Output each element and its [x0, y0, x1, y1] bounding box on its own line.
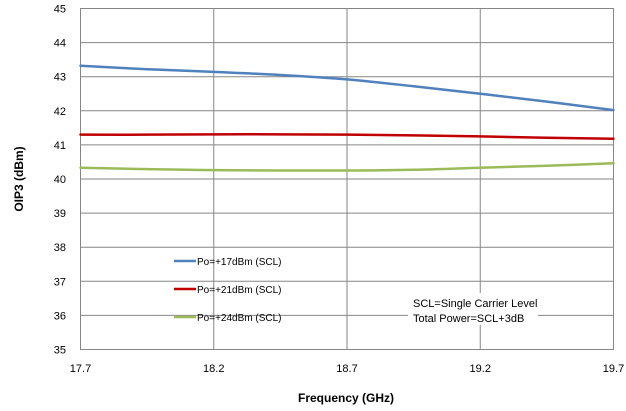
legend-label-po17: Po=+17dBm (SCL) — [197, 257, 282, 268]
y-tick-label: 44 — [54, 38, 66, 50]
y-axis-title: OIP3 (dBm) — [12, 146, 26, 211]
y-tick-label: 35 — [54, 345, 66, 357]
series-line-po24 — [79, 162, 615, 172]
x-axis-title: Frequency (GHz) — [298, 391, 394, 405]
x-tick-label: 18.2 — [203, 363, 224, 375]
y-tick-label: 36 — [54, 310, 66, 322]
x-axis-tick-labels: 17.7 18.2 18.7 19.2 19.7 — [70, 363, 624, 375]
y-tick-label: 45 — [54, 4, 66, 16]
y-tick-label: 40 — [54, 174, 66, 186]
annotation-line-2: Total Power=SCL+3dB — [413, 313, 524, 325]
y-tick-label: 37 — [54, 276, 66, 288]
plot-area-border — [80, 8, 614, 350]
y-tick-label: 41 — [54, 140, 66, 152]
y-tick-label: 43 — [54, 72, 66, 84]
legend-label-po24: Po=+24dBm (SCL) — [197, 313, 282, 324]
x-tick-label: 19.7 — [603, 363, 624, 375]
x-tick-label: 19.2 — [470, 363, 491, 375]
y-tick-label: 39 — [54, 208, 66, 220]
x-tick-label: 17.7 — [70, 363, 91, 375]
annotation-box: SCL=Single Carrier Level Total Power=SCL… — [408, 293, 538, 325]
y-tick-label: 38 — [54, 242, 66, 254]
annotation-background — [408, 293, 538, 325]
series-line-po21 — [79, 133, 615, 141]
series-lines — [79, 64, 615, 172]
series-line-po17 — [79, 64, 615, 112]
y-axis-tick-labels: 35 36 37 38 39 40 41 42 43 44 45 — [54, 4, 66, 357]
x-tick-label: 18.7 — [336, 363, 357, 375]
annotation-line-1: SCL=Single Carrier Level — [413, 298, 537, 310]
legend: Po=+17dBm (SCL) Po=+21dBm (SCL) Po=+24dB… — [174, 257, 282, 324]
legend-label-po21: Po=+21dBm (SCL) — [197, 285, 282, 296]
y-tick-label: 42 — [54, 106, 66, 118]
